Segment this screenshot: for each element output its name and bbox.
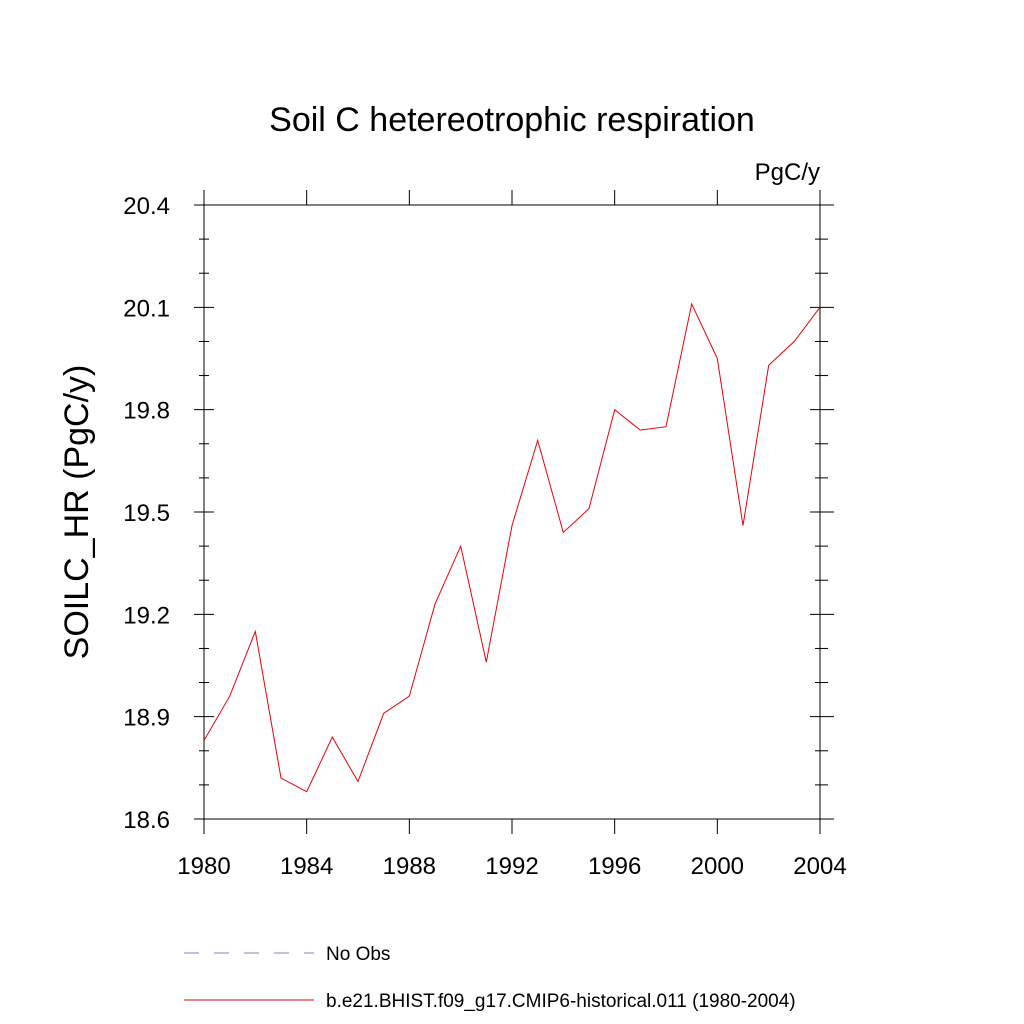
legend: No Obs b.e21.BHIST.f09_g17.CMIP6-histori… — [184, 944, 796, 1012]
units-label: PgC/y — [755, 159, 820, 186]
x-tick-label: 1992 — [485, 853, 538, 880]
x-tick-label: 2000 — [691, 853, 744, 880]
y-tick-label: 19.2 — [123, 602, 170, 629]
y-tick-label: 18.9 — [123, 705, 170, 732]
legend-label-no-obs: No Obs — [326, 944, 390, 965]
y-tick-label: 20.1 — [123, 295, 170, 322]
x-tick-label: 1984 — [280, 853, 333, 880]
plot-frame — [203, 204, 821, 820]
y-tick-label: 19.8 — [123, 398, 170, 425]
x-tick-label: 1988 — [383, 853, 436, 880]
y-tick-label: 18.6 — [123, 807, 170, 834]
x-tick-label: 1980 — [177, 853, 230, 880]
x-tick-label: 2004 — [793, 853, 846, 880]
legend-label-model: b.e21.BHIST.f09_g17.CMIP6-historical.011… — [326, 991, 796, 1012]
y-tick-label: 19.5 — [123, 500, 170, 527]
chart-title: Soil C hetereotrophic respiration — [269, 101, 755, 139]
x-tick-label: 1996 — [588, 853, 641, 880]
series-line-1 — [203, 302, 821, 793]
axis-tick-labels: 1980 1984 1988 1992 1996 2000 2004 18.6 18.9 19.2… — [123, 193, 846, 880]
y-axis-label: SOILC_HR (PgC/y) — [58, 365, 96, 660]
plot-area — [203, 302, 821, 793]
axis-ticks — [194, 190, 834, 834]
y-tick-label: 20.4 — [123, 193, 170, 220]
